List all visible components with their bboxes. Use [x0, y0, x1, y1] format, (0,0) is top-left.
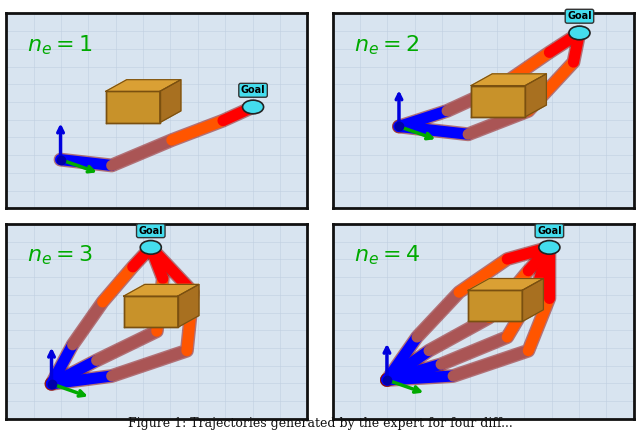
Text: $n_e = 2$: $n_e = 2$ — [354, 33, 419, 56]
Polygon shape — [525, 74, 547, 117]
Polygon shape — [178, 284, 199, 327]
Text: $n_e = 4$: $n_e = 4$ — [354, 244, 420, 267]
Circle shape — [140, 241, 161, 254]
Text: $n_e = 3$: $n_e = 3$ — [28, 244, 93, 267]
FancyBboxPatch shape — [333, 13, 634, 208]
Text: Goal: Goal — [138, 226, 163, 236]
Polygon shape — [522, 279, 543, 322]
FancyBboxPatch shape — [333, 224, 634, 419]
FancyBboxPatch shape — [471, 86, 525, 117]
FancyBboxPatch shape — [6, 224, 307, 419]
Polygon shape — [106, 80, 181, 91]
Circle shape — [539, 241, 560, 254]
Polygon shape — [471, 74, 547, 86]
Text: Goal: Goal — [537, 226, 562, 236]
Text: $n_e = 1$: $n_e = 1$ — [28, 33, 93, 56]
Circle shape — [243, 100, 264, 114]
FancyBboxPatch shape — [6, 13, 307, 208]
Polygon shape — [160, 80, 181, 123]
FancyBboxPatch shape — [106, 91, 160, 123]
Text: Figure 1: Trajectories generated by the expert for four diff...: Figure 1: Trajectories generated by the … — [127, 417, 513, 430]
FancyBboxPatch shape — [124, 296, 178, 327]
Circle shape — [569, 26, 590, 40]
Text: Goal: Goal — [241, 85, 266, 95]
Polygon shape — [124, 284, 199, 296]
Polygon shape — [468, 279, 543, 290]
FancyBboxPatch shape — [468, 290, 522, 322]
Text: Goal: Goal — [567, 11, 592, 21]
